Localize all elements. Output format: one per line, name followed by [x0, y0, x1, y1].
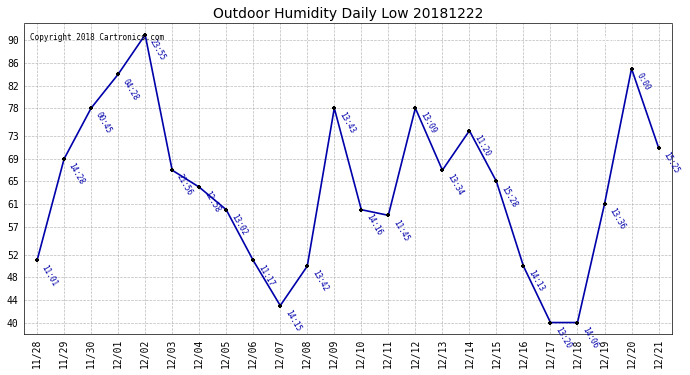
Point [275, 303, 286, 309]
Text: 13:43: 13:43 [337, 111, 357, 135]
Point [221, 207, 232, 213]
Text: 11:45: 11:45 [391, 218, 411, 243]
Text: 13:42: 13:42 [310, 269, 329, 293]
Text: 14:15: 14:15 [283, 308, 302, 333]
Point [86, 105, 97, 111]
Point [194, 184, 205, 190]
Text: 21:56: 21:56 [175, 173, 195, 198]
Point [491, 178, 502, 184]
Point [356, 207, 367, 213]
Title: Outdoor Humidity Daily Low 20181222: Outdoor Humidity Daily Low 20181222 [213, 7, 483, 21]
Text: 00:45: 00:45 [94, 111, 113, 135]
Point [248, 258, 259, 264]
Text: 13:20: 13:20 [553, 326, 573, 350]
Point [112, 71, 124, 77]
Point [410, 105, 421, 111]
Point [545, 320, 556, 326]
Text: 13:09: 13:09 [418, 111, 437, 135]
Text: 04:28: 04:28 [121, 77, 140, 102]
Text: 14:28: 14:28 [67, 162, 86, 186]
Point [139, 32, 150, 38]
Point [437, 167, 448, 173]
Text: Copyright 2018 Cartronics.com: Copyright 2018 Cartronics.com [30, 33, 164, 42]
Text: 13:02: 13:02 [229, 213, 248, 237]
Point [302, 263, 313, 269]
Point [383, 212, 394, 218]
Point [59, 156, 70, 162]
Text: 11:17: 11:17 [256, 263, 275, 288]
Point [328, 105, 339, 111]
Text: 11:01: 11:01 [40, 263, 59, 288]
Text: 13:36: 13:36 [607, 207, 627, 231]
Point [518, 263, 529, 269]
Text: 12:58: 12:58 [202, 190, 221, 214]
Text: 14:13: 14:13 [526, 269, 546, 293]
Text: 14:16: 14:16 [364, 213, 384, 237]
Point [167, 167, 178, 173]
Text: 0:00: 0:00 [634, 71, 651, 92]
Point [464, 128, 475, 134]
Point [626, 66, 637, 72]
Point [32, 258, 43, 264]
Point [599, 201, 610, 207]
Text: 15:25: 15:25 [661, 150, 681, 175]
Point [572, 320, 583, 326]
Text: 23:55: 23:55 [148, 38, 167, 62]
Text: 14:06: 14:06 [580, 326, 600, 350]
Text: 15:28: 15:28 [499, 184, 519, 209]
Text: 11:20: 11:20 [472, 134, 491, 158]
Point [653, 145, 664, 151]
Text: 13:34: 13:34 [445, 173, 464, 198]
